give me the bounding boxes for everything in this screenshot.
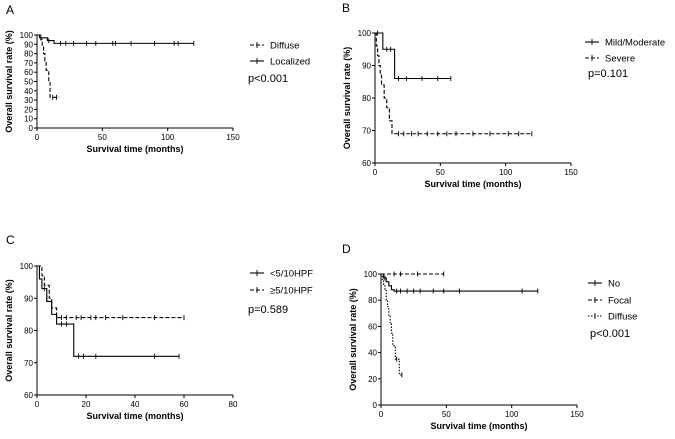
x-axis-title: Survival time (months) (86, 411, 183, 421)
legend-label: ≥5/10HPF (270, 286, 313, 297)
x-tick-label: 20 (82, 400, 91, 409)
x-tick-label: 50 (442, 410, 451, 419)
y-tick-label: 90 (24, 294, 33, 303)
panel-D: D 0 20 40 60 80 100 0 50 100 150 Survival time (mon… (342, 242, 637, 431)
y-tick-label: 90 (362, 62, 371, 71)
y-tick-label: 100 (358, 29, 372, 38)
y-tick-label: 40 (368, 349, 377, 358)
y-axis-title: Overall survival rate (%) (4, 279, 14, 382)
y-tick-label: 80 (368, 296, 377, 305)
x-tick-label: 50 (98, 133, 107, 142)
panel-letter: B (342, 1, 350, 15)
y-tick-label: 30 (24, 96, 33, 105)
y-tick-label: 100 (20, 262, 34, 271)
x-tick-label: 0 (35, 133, 40, 142)
legend-label: Focal (608, 296, 631, 307)
y-tick-label: 80 (24, 327, 33, 336)
series-line-mild-moderate (375, 32, 451, 80)
y-tick-label: 100 (20, 31, 34, 40)
panel-letter: C (6, 233, 15, 247)
series-line-diffuse (37, 34, 60, 98)
y-tick-label: 20 (368, 375, 377, 384)
y-tick-label: 90 (24, 40, 33, 49)
legend-label: Localized (270, 57, 310, 68)
x-tick-label: 80 (229, 400, 238, 409)
x-tick-label: 40 (131, 400, 140, 409)
y-tick-label: 80 (362, 94, 371, 103)
legend-label: Severe (605, 54, 635, 65)
series-line-localized (37, 34, 194, 44)
x-tick-label: 150 (564, 168, 578, 177)
y-tick-label: 20 (24, 105, 33, 114)
series-line-no (381, 273, 538, 292)
y-tick-label: 60 (24, 391, 33, 400)
x-tick-label: 100 (505, 410, 519, 419)
x-tick-label: 0 (379, 410, 384, 419)
y-tick-label: 10 (24, 115, 33, 124)
legend-label: Mild/Moderate (605, 38, 665, 49)
panel-letter: A (6, 3, 14, 17)
x-tick-label: 0 (373, 168, 378, 177)
x-tick-label: 60 (180, 400, 189, 409)
y-tick-label: 70 (24, 359, 33, 368)
x-tick-label: 100 (161, 133, 175, 142)
y-axis-title: Overall survival rate (%) (342, 47, 352, 150)
legend-label: Diffuse (270, 41, 299, 52)
y-tick-label: 60 (24, 68, 33, 77)
y-tick-label: 80 (24, 50, 33, 59)
y-axis-title: Overall survival rate (%) (348, 288, 358, 391)
y-tick-label: 60 (368, 322, 377, 331)
x-tick-label: 100 (499, 168, 513, 177)
x-tick-label: 50 (436, 168, 445, 177)
panel-letter: D (342, 242, 351, 256)
p-value-annotation: p<0.001 (590, 328, 630, 340)
series-line-5-10hpf (37, 265, 184, 319)
x-tick-label: 150 (570, 410, 584, 419)
y-tick-label: 70 (24, 59, 33, 68)
panel-B: B 60 70 80 90 100 0 50 100 150 Survival time (mont… (342, 1, 665, 189)
y-tick-label: 100 (364, 270, 378, 279)
legend-label: <5/10HPF (270, 269, 313, 280)
y-tick-label: 0 (29, 124, 34, 133)
x-axis-title: Survival time (months) (86, 144, 183, 154)
y-tick-label: 40 (24, 87, 33, 96)
y-tick-label: 0 (373, 401, 378, 410)
x-axis-title: Survival time (months) (430, 421, 527, 431)
series-line-diffuse (381, 273, 402, 376)
p-value-annotation: p=0.101 (588, 68, 628, 80)
x-tick-label: 0 (35, 400, 40, 409)
series-line-5-10hpf (37, 265, 180, 357)
p-value-annotation: p<0.001 (248, 73, 288, 85)
panel-C: C 60 70 80 90 100 0 20 40 60 80 Survival time (mont… (4, 233, 313, 421)
x-axis-title: Survival time (months) (424, 179, 521, 189)
y-tick-label: 60 (362, 159, 371, 168)
p-value-annotation: p=0.589 (248, 304, 288, 316)
y-axis-title: Overall survival rate (%) (4, 30, 14, 133)
y-tick-label: 50 (24, 78, 33, 87)
legend-label: Diffuse (608, 312, 637, 323)
series-line-severe (375, 32, 532, 135)
x-tick-label: 150 (226, 133, 240, 142)
y-tick-label: 70 (362, 127, 371, 136)
legend-label: No (608, 279, 620, 290)
